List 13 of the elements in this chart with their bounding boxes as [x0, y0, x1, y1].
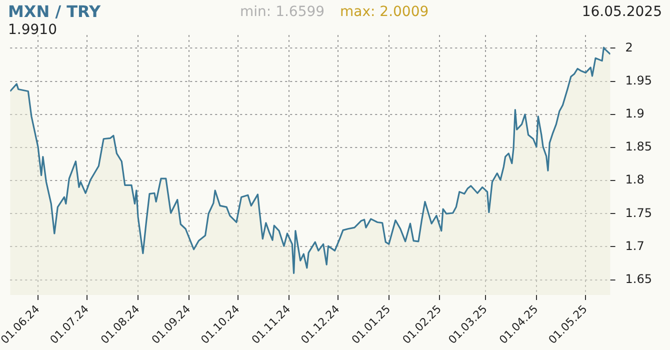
text: 16.05.2025: [582, 4, 662, 20]
chart-title: MXN / TRY: [8, 2, 101, 21]
text: max: 2.0009: [340, 4, 429, 20]
y-tick-label: 1.7: [625, 238, 644, 253]
y-tick-label: 1.8: [625, 172, 644, 187]
y-tick-label: 2: [625, 40, 633, 54]
text: min: 1.6599: [240, 4, 325, 20]
y-tick-label: 1.65: [625, 272, 652, 286]
annotation: 1.9910: [8, 22, 57, 38]
y-tick-label: 1.85: [625, 140, 652, 154]
y-tick-label: 1.9: [625, 106, 644, 121]
y-tick-label: 1.75: [625, 206, 652, 220]
y-tick-label: 1.95: [625, 73, 652, 88]
